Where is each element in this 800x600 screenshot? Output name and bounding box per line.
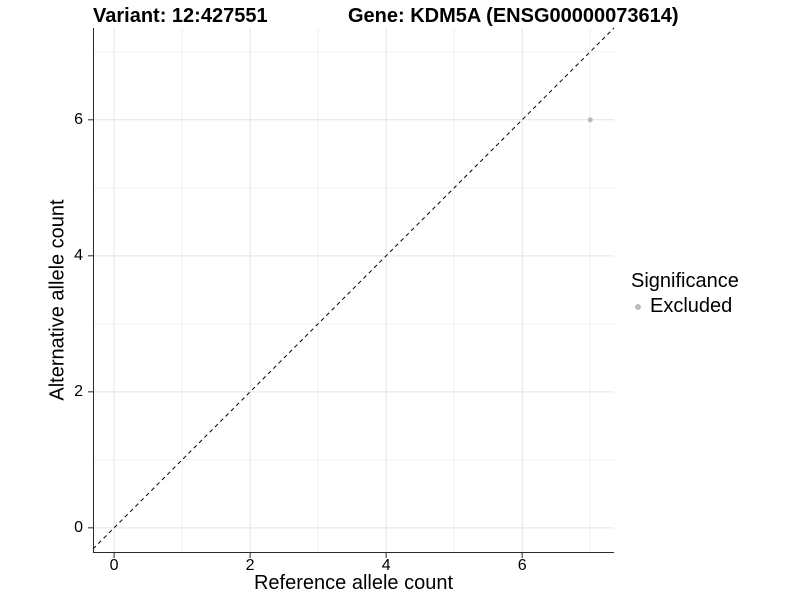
plot-canvas: [88, 27, 615, 558]
x-tick-label-0: 0: [109, 557, 119, 574]
x-tick-label-4: 4: [381, 557, 391, 574]
y-tick-label-4: 4: [74, 246, 83, 264]
legend-item-excluded: Excluded: [631, 295, 739, 318]
x-tick-label-6: 6: [517, 557, 527, 574]
plot-panel: [88, 27, 615, 558]
identity-reference-line: [92, 27, 615, 550]
y-tick-label-0: 0: [74, 518, 83, 536]
plot-title-variant: Variant: 12:427551: [93, 5, 268, 27]
legend-point-icon: [635, 303, 641, 310]
x-tick-label-2: 2: [245, 557, 255, 574]
legend-title: Significance: [631, 270, 739, 292]
y-tick-label-2: 2: [74, 382, 83, 400]
y-axis-title: Alternative allele count: [46, 199, 69, 401]
plot-title-gene: Gene: KDM5A (ENSG00000073614): [348, 5, 679, 27]
legend-item-label: Excluded: [650, 295, 733, 317]
y-tick-label-6: 6: [74, 110, 83, 128]
x-axis-title: Reference allele count: [253, 572, 453, 594]
legend: Significance Excluded: [631, 270, 739, 318]
data-point: [587, 117, 593, 123]
